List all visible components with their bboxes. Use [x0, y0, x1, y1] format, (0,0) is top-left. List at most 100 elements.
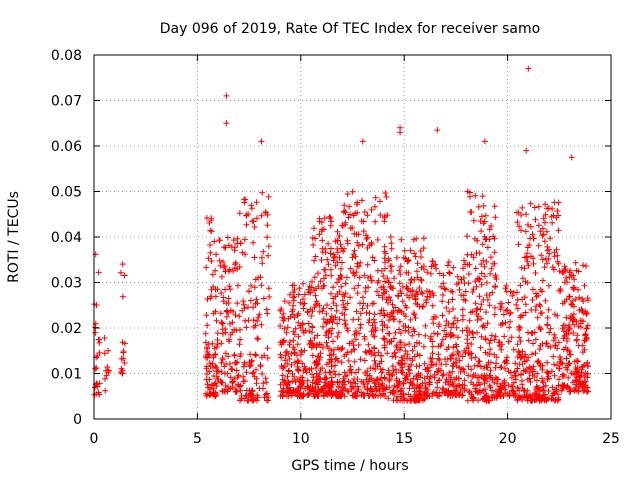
- data-point: [524, 387, 531, 394]
- data-point: [388, 268, 395, 274]
- data-point: [253, 366, 259, 373]
- data-point: [222, 268, 229, 275]
- data-point: [266, 293, 273, 300]
- data-point: [289, 378, 296, 384]
- data-point: [435, 365, 442, 372]
- data-point: [396, 378, 403, 385]
- data-point: [407, 393, 414, 400]
- data-point: [394, 383, 401, 390]
- data-point: [251, 284, 258, 291]
- data-point: [334, 279, 340, 286]
- data-point: [409, 347, 416, 354]
- data-point: [319, 308, 326, 315]
- data-point: [236, 383, 243, 390]
- data-point: [205, 384, 212, 391]
- data-point: [305, 392, 312, 398]
- data-point: [378, 267, 385, 274]
- data-point: [326, 369, 333, 376]
- data-point: [538, 397, 545, 404]
- data-point: [406, 341, 413, 347]
- data-point: [387, 297, 394, 304]
- data-point: [218, 369, 225, 375]
- data-point: [484, 364, 491, 371]
- data-point: [322, 245, 329, 252]
- data-point: [218, 340, 225, 347]
- data-point: [281, 325, 288, 332]
- data-point: [264, 345, 271, 352]
- data-point: [529, 297, 536, 303]
- data-point: [378, 307, 385, 314]
- data-point: [330, 284, 337, 291]
- data-point: [334, 378, 341, 385]
- data-point: [416, 362, 423, 369]
- data-point: [372, 383, 379, 390]
- data-point: [311, 225, 317, 232]
- data-point: [364, 261, 371, 268]
- data-point: [514, 289, 521, 296]
- data-point: [213, 317, 220, 324]
- data-point: [247, 297, 254, 304]
- data-point: [205, 255, 212, 262]
- data-point: [321, 374, 328, 381]
- data-point: [584, 325, 591, 332]
- data-point: [230, 378, 236, 385]
- data-point: [216, 237, 223, 244]
- data-point: [429, 343, 436, 350]
- data-point: [338, 283, 345, 290]
- data-point: [368, 241, 375, 248]
- data-point: [313, 358, 320, 365]
- data-point: [536, 384, 543, 391]
- data-point: [336, 254, 343, 261]
- data-point: [377, 310, 383, 317]
- data-point: [368, 206, 375, 213]
- data-point: [241, 395, 248, 402]
- data-point: [359, 241, 366, 248]
- data-point: [343, 351, 350, 358]
- data-point: [120, 348, 127, 355]
- data-point: [479, 323, 486, 330]
- data-point: [549, 384, 556, 391]
- data-point: [472, 265, 479, 272]
- data-point: [561, 328, 567, 335]
- data-point: [390, 315, 397, 322]
- data-point: [233, 367, 240, 374]
- data-point: [535, 203, 542, 210]
- data-point: [464, 336, 471, 343]
- data-point: [370, 332, 377, 338]
- data-point: [549, 219, 556, 226]
- data-point: [389, 389, 396, 396]
- data-point: [532, 216, 539, 223]
- data-point: [335, 329, 342, 336]
- data-point: [440, 371, 447, 378]
- data-point: [539, 366, 546, 373]
- data-point: [286, 291, 293, 298]
- data-point: [464, 251, 471, 258]
- data-point: [333, 302, 340, 309]
- data-point: [359, 294, 366, 301]
- data-point: [474, 305, 481, 312]
- data-point: [525, 354, 532, 361]
- data-point: [103, 372, 110, 379]
- data-point: [260, 380, 267, 387]
- data-point: [117, 269, 124, 276]
- data-point: [227, 307, 234, 314]
- data-point: [102, 387, 109, 394]
- data-point: [371, 349, 378, 356]
- data-point: [92, 365, 99, 372]
- data-point: [374, 288, 380, 295]
- data-point: [246, 387, 253, 394]
- data-point: [313, 370, 320, 377]
- data-point: [411, 394, 418, 401]
- data-point: [396, 339, 403, 346]
- data-point: [231, 351, 238, 358]
- data-point: [246, 363, 253, 370]
- data-point: [506, 324, 513, 331]
- data-point: [566, 360, 573, 367]
- data-point: [264, 397, 270, 404]
- data-point: [241, 236, 248, 243]
- data-point: [226, 360, 233, 367]
- data-point: [518, 227, 524, 234]
- data-point: [305, 289, 312, 295]
- data-point: [388, 245, 395, 252]
- data-point: [409, 332, 416, 339]
